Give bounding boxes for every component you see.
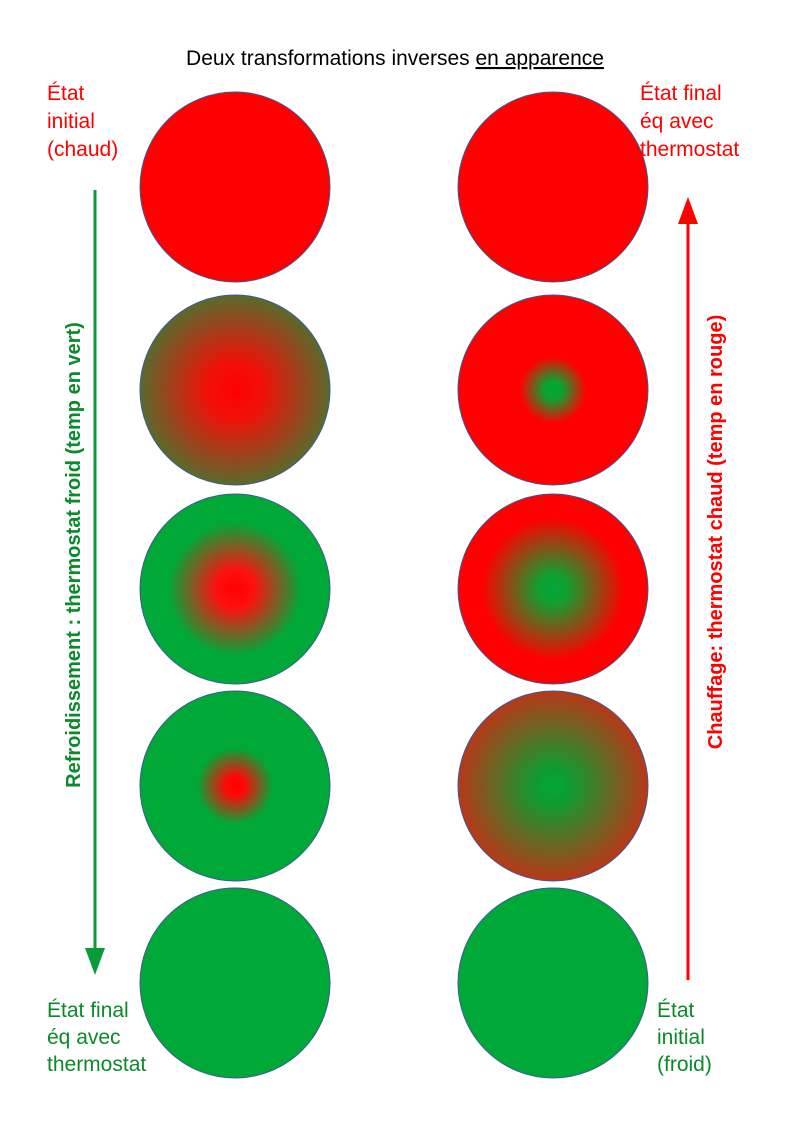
label-line: État	[657, 999, 695, 1022]
label-line: État	[47, 82, 85, 105]
state-circle	[457, 91, 649, 283]
state-circle	[139, 91, 331, 283]
label-line: (chaud)	[47, 138, 118, 161]
arrow-head	[85, 948, 105, 975]
label-line: thermostat	[640, 138, 739, 161]
label-line: État final	[640, 82, 722, 105]
arrow-head	[678, 197, 698, 224]
label-line: initial	[47, 110, 95, 133]
state-circle	[139, 294, 331, 486]
state-circle	[139, 690, 331, 882]
state-label: État final éq avec thermostat	[47, 999, 146, 1076]
label-line: État final	[47, 999, 129, 1022]
state-label: État initial (froid)	[657, 999, 712, 1076]
state-label: État final éq avec thermostat	[640, 82, 739, 161]
state-circle	[457, 493, 649, 685]
title-emphasis: en apparence	[476, 47, 604, 70]
label-line: éq avec	[47, 1026, 121, 1049]
label-line: éq avec	[640, 110, 714, 133]
title-text: Deux transformations inverses	[186, 47, 470, 70]
label-line: initial	[657, 1026, 705, 1049]
left-column	[139, 91, 331, 1079]
state-circle	[457, 887, 649, 1079]
state-circle	[457, 690, 649, 882]
state-label: État initial (chaud)	[47, 82, 118, 161]
state-circle	[457, 294, 649, 486]
right-column	[457, 91, 649, 1079]
arrow-label: Refroidissement : thermostat froid (temp…	[63, 322, 85, 788]
state-circle	[139, 887, 331, 1079]
label-line: thermostat	[47, 1053, 146, 1076]
arrow-label: Chauffage: thermostat chaud (temp en rou…	[705, 315, 727, 749]
title: Deux transformations inverses en apparen…	[186, 47, 604, 70]
state-circle	[139, 493, 331, 685]
label-line: (froid)	[657, 1053, 712, 1076]
